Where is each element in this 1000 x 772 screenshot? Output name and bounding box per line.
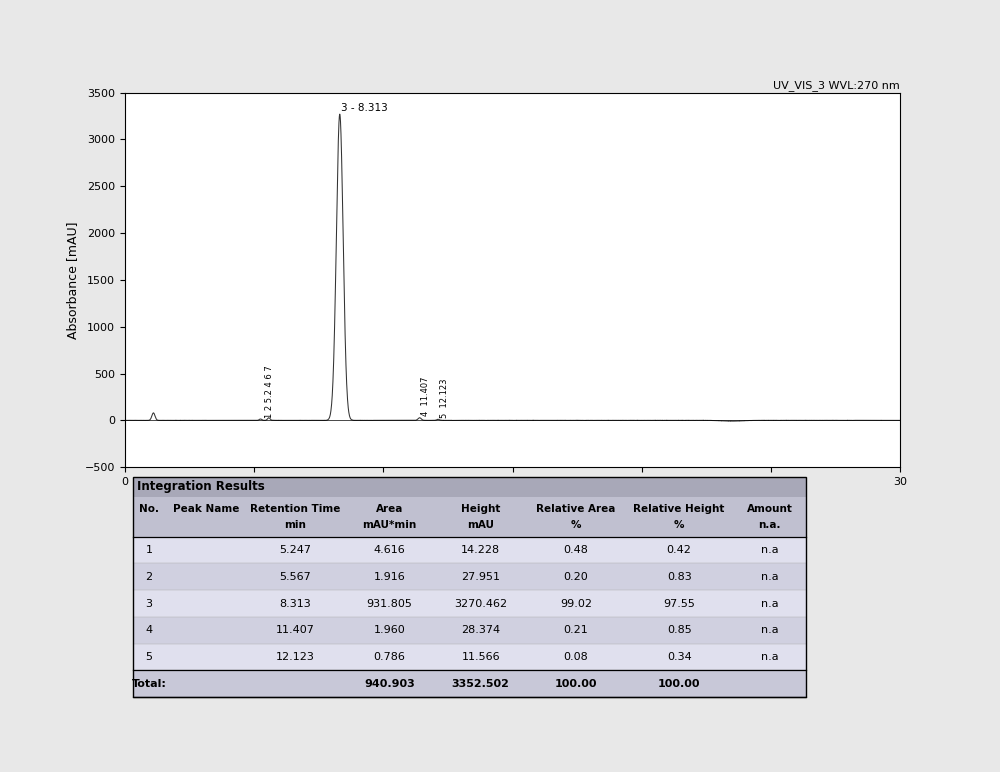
Text: 99.02: 99.02 xyxy=(560,598,592,608)
Text: No.: No. xyxy=(139,503,159,513)
Text: 931.805: 931.805 xyxy=(366,598,412,608)
Text: 8.313: 8.313 xyxy=(279,598,311,608)
Text: 4.616: 4.616 xyxy=(373,545,405,555)
Bar xyxy=(133,477,806,697)
Text: 3 - 8.313: 3 - 8.313 xyxy=(341,103,388,113)
Text: 5: 5 xyxy=(146,652,153,662)
Y-axis label: Absorbance [mAU]: Absorbance [mAU] xyxy=(66,221,79,339)
Text: 5.247: 5.247 xyxy=(279,545,311,555)
Text: 1.916: 1.916 xyxy=(373,572,405,582)
Text: 1: 1 xyxy=(146,545,153,555)
Text: min: min xyxy=(284,520,306,530)
Text: 2: 2 xyxy=(145,572,153,582)
Text: 12.123: 12.123 xyxy=(276,652,315,662)
Text: 100.00: 100.00 xyxy=(658,679,700,689)
Text: %: % xyxy=(571,520,581,530)
Text: n.a: n.a xyxy=(761,572,778,582)
Text: 27.951: 27.951 xyxy=(461,572,500,582)
Text: Amount: Amount xyxy=(746,503,792,513)
Text: 11.407: 11.407 xyxy=(276,625,315,635)
Bar xyxy=(133,537,806,564)
Bar xyxy=(133,477,806,496)
Text: 14.228: 14.228 xyxy=(461,545,500,555)
Bar xyxy=(133,496,806,537)
Bar xyxy=(133,644,806,671)
Text: %: % xyxy=(674,520,684,530)
Text: n.a: n.a xyxy=(761,598,778,608)
Text: 0.786: 0.786 xyxy=(373,652,405,662)
Text: 97.55: 97.55 xyxy=(663,598,695,608)
Text: 1 2 5.2 4 6 7: 1 2 5.2 4 6 7 xyxy=(264,366,274,418)
Text: 4  11.407: 4 11.407 xyxy=(421,376,430,415)
Text: Integration Results: Integration Results xyxy=(137,480,265,493)
Bar xyxy=(133,617,806,644)
Text: mAU*min: mAU*min xyxy=(362,520,416,530)
Text: Total:: Total: xyxy=(132,679,166,689)
Text: 0.85: 0.85 xyxy=(667,625,692,635)
Text: 1.960: 1.960 xyxy=(373,625,405,635)
Text: 100.00: 100.00 xyxy=(555,679,597,689)
Bar xyxy=(133,671,806,697)
Text: 0.21: 0.21 xyxy=(564,625,588,635)
Text: Retention Time: Retention Time xyxy=(250,503,340,513)
Text: 0.34: 0.34 xyxy=(667,652,692,662)
Text: n.a.: n.a. xyxy=(758,520,781,530)
Text: 0.48: 0.48 xyxy=(564,545,588,555)
Text: 3: 3 xyxy=(146,598,153,608)
Text: Peak Name: Peak Name xyxy=(173,503,239,513)
Text: n.a: n.a xyxy=(761,545,778,555)
Text: 5  12.123: 5 12.123 xyxy=(440,378,449,418)
Text: Height: Height xyxy=(461,503,500,513)
Text: 0.83: 0.83 xyxy=(667,572,692,582)
Text: mAU: mAU xyxy=(467,520,494,530)
Text: 3352.502: 3352.502 xyxy=(452,679,510,689)
Text: 11.566: 11.566 xyxy=(461,652,500,662)
Text: n.a: n.a xyxy=(761,625,778,635)
Text: Relative Height: Relative Height xyxy=(633,503,725,513)
Text: 28.374: 28.374 xyxy=(461,625,500,635)
Text: UV_VIS_3 WVL:270 nm: UV_VIS_3 WVL:270 nm xyxy=(773,80,900,91)
Text: Area: Area xyxy=(376,503,403,513)
X-axis label: Time [min]: Time [min] xyxy=(478,493,547,506)
Text: Relative Area: Relative Area xyxy=(536,503,616,513)
Text: 5.567: 5.567 xyxy=(279,572,311,582)
Text: n.a: n.a xyxy=(761,652,778,662)
Text: 0.20: 0.20 xyxy=(564,572,588,582)
Bar xyxy=(133,564,806,591)
Bar xyxy=(133,591,806,617)
Text: 940.903: 940.903 xyxy=(364,679,415,689)
Text: 0.08: 0.08 xyxy=(564,652,588,662)
Text: 0.42: 0.42 xyxy=(667,545,692,555)
Text: 3270.462: 3270.462 xyxy=(454,598,507,608)
Text: 4: 4 xyxy=(145,625,153,635)
